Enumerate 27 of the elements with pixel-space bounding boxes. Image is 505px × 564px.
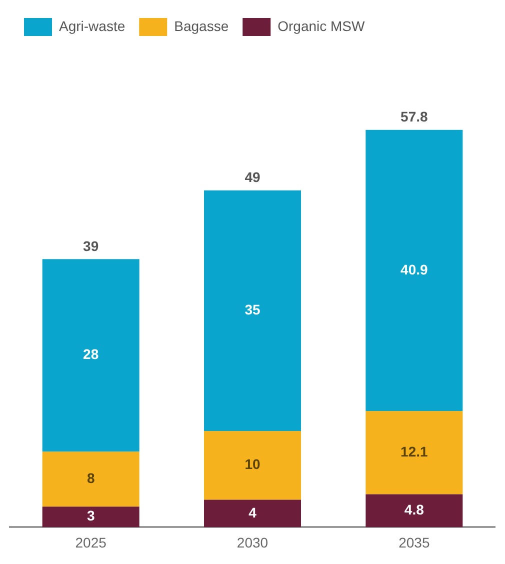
data-label: 28 xyxy=(83,346,99,362)
data-label: 4.8 xyxy=(404,502,424,518)
bar xyxy=(42,259,140,452)
x-tick-label: 2030 xyxy=(236,534,268,550)
data-label: 4 xyxy=(248,504,257,520)
data-label: 12.1 xyxy=(400,443,428,460)
data-label: 3 xyxy=(86,508,95,524)
data-label: 8 xyxy=(86,470,95,486)
legend-label: Organic MSW xyxy=(278,18,366,34)
bar xyxy=(42,452,140,507)
bar xyxy=(366,494,463,528)
bar xyxy=(366,130,463,412)
data-label: 35 xyxy=(244,302,260,318)
bar xyxy=(366,411,463,494)
x-tick-label: 2025 xyxy=(75,534,107,550)
bar xyxy=(204,430,301,500)
total-label: 39 xyxy=(83,238,99,254)
data-label: 10 xyxy=(244,456,260,472)
total-label: 57.8 xyxy=(400,108,428,125)
x-tick-label: 2035 xyxy=(398,534,430,550)
legend-label: Agri-waste xyxy=(59,18,126,34)
bar xyxy=(204,190,301,431)
legend-label: Bagasse xyxy=(174,18,229,34)
data-label: 40.9 xyxy=(400,261,428,278)
bar xyxy=(204,500,301,528)
bar xyxy=(42,506,140,528)
total-label: 49 xyxy=(244,169,260,186)
